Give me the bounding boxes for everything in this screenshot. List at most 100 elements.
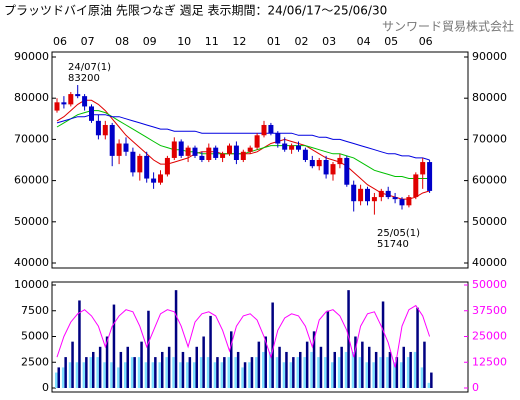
volume-bar bbox=[98, 346, 102, 388]
volume-bar bbox=[137, 357, 141, 388]
candle-body bbox=[95, 120, 101, 136]
y-tick-label: 50000 bbox=[14, 215, 49, 228]
candle-body bbox=[351, 184, 357, 202]
chart-title: プラッツドバイ原油 先限つなぎ 週足 表示期間：24/06/17～25/06/3… bbox=[4, 4, 387, 18]
candle-body bbox=[233, 145, 239, 160]
candle-body bbox=[254, 135, 260, 148]
volume-bar bbox=[216, 357, 219, 388]
candle-body bbox=[289, 145, 295, 150]
y-tick-label: 5000 bbox=[21, 330, 49, 343]
volume-bar bbox=[172, 357, 175, 388]
candle-body bbox=[164, 157, 170, 175]
volume-bar bbox=[354, 336, 357, 388]
candle-body bbox=[247, 147, 253, 152]
x-tick-label: 10 bbox=[177, 35, 191, 48]
volume-bar bbox=[147, 310, 150, 388]
volume-bar bbox=[271, 302, 274, 388]
volume-bar bbox=[289, 362, 293, 388]
y2-tick-label: 50000 bbox=[472, 278, 507, 291]
candle-body bbox=[102, 124, 108, 136]
volume-bar bbox=[167, 346, 171, 388]
volume-bar bbox=[78, 300, 81, 388]
volume-bar bbox=[234, 357, 237, 388]
annotation: 83200 bbox=[68, 73, 100, 84]
candle-body bbox=[130, 151, 136, 173]
volume-bar bbox=[174, 290, 178, 388]
x-tick-label: 09 bbox=[143, 35, 157, 48]
volume-bar bbox=[326, 310, 330, 388]
candle-body bbox=[302, 149, 308, 160]
volume-bar bbox=[388, 351, 392, 388]
volume-bar bbox=[154, 357, 157, 388]
volume-bar bbox=[310, 351, 313, 388]
annotation: 24/07(1) bbox=[68, 62, 111, 73]
volume-bar bbox=[82, 362, 86, 388]
volume-bar bbox=[324, 357, 327, 388]
y-tick-label: 10000 bbox=[14, 278, 49, 291]
volume-bar bbox=[130, 357, 134, 388]
volume-bar bbox=[144, 362, 148, 388]
candle-body bbox=[206, 147, 212, 160]
line bbox=[56, 114, 430, 161]
volume-bar bbox=[379, 357, 382, 388]
candle-body bbox=[61, 102, 67, 105]
volume-bar bbox=[331, 362, 334, 388]
candle-body bbox=[192, 147, 198, 156]
y-tick-label: 80000 bbox=[14, 91, 49, 104]
y-tick-label: 70000 bbox=[14, 132, 49, 145]
volume-bar bbox=[319, 346, 323, 388]
candle-body bbox=[420, 162, 426, 175]
volume-bar bbox=[299, 351, 302, 388]
volume-bar bbox=[268, 351, 272, 388]
candle-body bbox=[358, 188, 364, 202]
candle-body bbox=[75, 94, 81, 97]
volume-bar bbox=[402, 346, 405, 388]
x-tick-label: 05 bbox=[384, 35, 398, 48]
volume-bar bbox=[374, 351, 378, 388]
candle-body bbox=[261, 124, 267, 136]
y-tick-label-right: 40000 bbox=[472, 256, 507, 269]
y-tick-label: 7500 bbox=[21, 304, 49, 317]
volume-bar bbox=[420, 367, 424, 388]
candle-body bbox=[220, 153, 226, 158]
candle-body bbox=[54, 102, 60, 111]
candle-body bbox=[399, 199, 405, 206]
y-tick-label: 40000 bbox=[14, 256, 49, 269]
volume-bar bbox=[296, 357, 299, 388]
volume-bar bbox=[275, 357, 279, 388]
volume-bar bbox=[351, 351, 355, 388]
candle-body bbox=[137, 155, 143, 173]
volume-bar bbox=[112, 304, 116, 388]
volume-bar bbox=[386, 357, 389, 388]
volume-bar bbox=[230, 331, 233, 388]
candle-body bbox=[109, 124, 115, 156]
volume-bar bbox=[220, 362, 224, 388]
volume-bar bbox=[195, 346, 198, 388]
volume-bar bbox=[117, 367, 120, 388]
candle-body bbox=[158, 174, 163, 183]
x-tick-label: 04 bbox=[357, 35, 371, 48]
y2-tick-label: 12500 bbox=[472, 355, 507, 368]
volume-bar bbox=[241, 367, 244, 388]
y2-tick-label: 0 bbox=[472, 381, 479, 394]
volume-bar bbox=[361, 341, 364, 388]
volume-bar bbox=[227, 357, 230, 388]
volume-bar bbox=[55, 372, 58, 388]
volume-bar bbox=[151, 362, 155, 388]
volume-bar bbox=[64, 357, 67, 388]
candle-body bbox=[144, 155, 150, 179]
x-tick-label: 06 bbox=[53, 35, 67, 48]
candle-body bbox=[413, 174, 419, 198]
y-tick-label: 60000 bbox=[14, 174, 49, 187]
y2-tick-label: 37500 bbox=[472, 304, 507, 317]
volume-bar bbox=[89, 357, 92, 388]
candle-body bbox=[268, 124, 274, 134]
candle-body bbox=[344, 157, 350, 185]
candle-body bbox=[275, 133, 281, 144]
volume-bar bbox=[285, 351, 288, 388]
volume-bar bbox=[179, 362, 182, 388]
source: サンワード貿易株式会社 bbox=[382, 19, 514, 34]
candle-body bbox=[227, 145, 232, 154]
volume-bar bbox=[317, 357, 320, 388]
